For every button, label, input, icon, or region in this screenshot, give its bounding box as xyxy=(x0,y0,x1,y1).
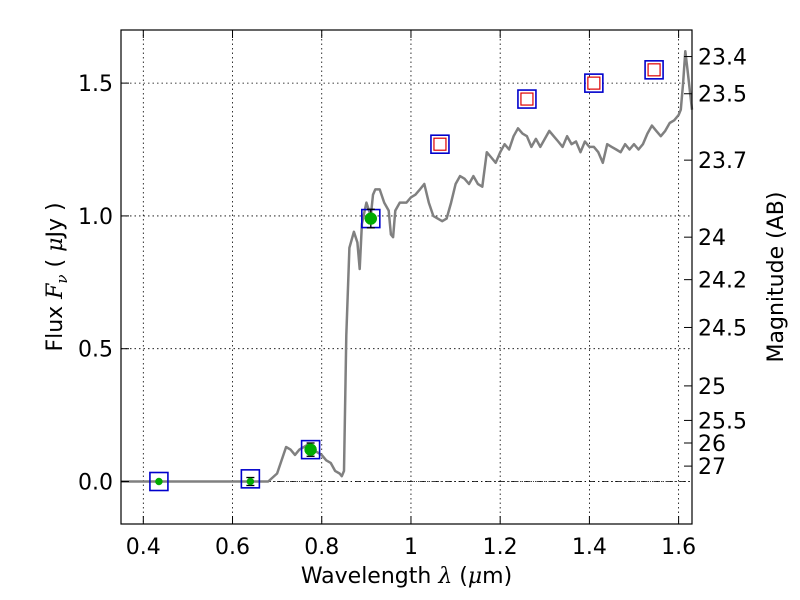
plot-frame xyxy=(120,29,693,525)
y2-tick-label: 24 xyxy=(698,226,726,251)
x-axis-label-paren-open: ( xyxy=(452,564,468,589)
model-photometry-marker xyxy=(430,134,450,155)
y-axis-label: Flux Fν ( μJy ) xyxy=(43,202,71,351)
y2-tick-label: 23.7 xyxy=(698,149,747,174)
y2-tick-label: 23.5 xyxy=(698,83,747,108)
x-tick-label: 0.6 xyxy=(215,535,250,560)
spectrum-layer xyxy=(121,49,694,483)
y-tick-label: 1.5 xyxy=(78,72,113,97)
detection-marker xyxy=(364,212,378,225)
ticks-layer: 0.4 0.6 0.8 1 1.2 1.4 1.6 0.0 0.5 1.0 1.5 23.4 23.5 2… xyxy=(78,30,747,560)
x-axis-label-mu: μ xyxy=(468,564,482,589)
y-tick-label: 0.0 xyxy=(78,471,113,496)
x-tick-label: 0.4 xyxy=(126,535,161,560)
y2-tick-label: 26 xyxy=(698,432,726,457)
y-axis-label-subscript: ν xyxy=(53,274,71,283)
y2-tick-label: 23.4 xyxy=(698,46,747,71)
x-tick-label: 1.2 xyxy=(483,535,518,560)
upper-limit-marker xyxy=(647,63,661,77)
markers-layer xyxy=(149,60,664,492)
y-tick-label: 1.0 xyxy=(78,205,113,230)
y-axis-label-paren-open: ( xyxy=(43,252,68,275)
y-axis-label-text: Flux xyxy=(43,299,68,352)
model-photometry-marker xyxy=(584,73,604,93)
x-axis-label-text: Wavelength xyxy=(301,564,439,589)
model-photometry-marker xyxy=(149,471,169,492)
y2-tick-label: 25.5 xyxy=(698,409,747,434)
y-axis-label-unit: Jy ) xyxy=(43,202,68,239)
x-tick-label: 1.6 xyxy=(661,535,696,560)
x-tick-label: 1 xyxy=(404,535,418,560)
model-photometry-marker xyxy=(517,89,537,109)
x-tick-label: 0.8 xyxy=(304,535,339,560)
detection-marker xyxy=(304,443,317,456)
detection-marker xyxy=(246,477,255,486)
y-axis-label-symbol: F xyxy=(43,283,68,300)
y-tick-label: 0.5 xyxy=(78,338,113,363)
y-axis-label-mu: μ xyxy=(43,238,68,252)
x-axis-label: Wavelength λ (μm) xyxy=(301,564,512,589)
model-photometry-marker xyxy=(644,60,664,80)
y2-tick-label: 24.5 xyxy=(698,316,747,341)
model-photometry-marker xyxy=(300,439,321,460)
detection-marker xyxy=(155,477,163,486)
y2-axis-label: Magnitude (AB) xyxy=(764,192,789,363)
x-tick-label: 1.4 xyxy=(572,535,607,560)
model-spectrum-line xyxy=(121,49,694,483)
upper-limit-marker xyxy=(520,92,534,106)
y2-tick-label: 25 xyxy=(698,375,726,400)
x-axis-label-symbol: λ xyxy=(437,564,452,589)
x-axis-label-unit: m) xyxy=(482,564,512,589)
model-photometry-marker xyxy=(240,469,261,489)
y2-tick-label: 24.2 xyxy=(698,269,747,294)
y2-tick-label: 27 xyxy=(698,455,726,480)
grid-layer xyxy=(121,30,692,524)
upper-limit-marker xyxy=(587,76,601,90)
upper-limit-marker xyxy=(433,137,447,151)
